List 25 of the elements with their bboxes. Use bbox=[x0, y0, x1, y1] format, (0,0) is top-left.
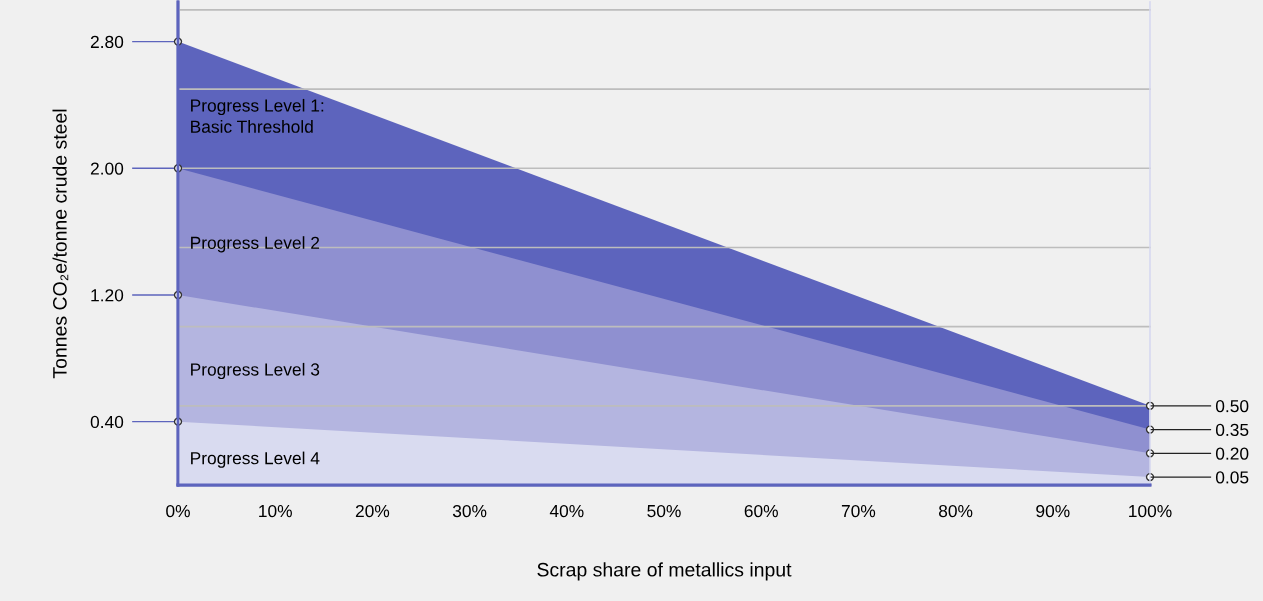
y2-tick-label: 0.35 bbox=[1215, 423, 1249, 437]
y-tick-label: 2.80 bbox=[90, 35, 124, 49]
x-axis-title: Scrap share of metallics input bbox=[537, 562, 792, 581]
y-tick-label: 1.20 bbox=[91, 289, 124, 302]
series-label: Progress Level 2 bbox=[191, 236, 320, 253]
x-tick-label: 50% bbox=[647, 504, 681, 518]
x-tick-label: 40% bbox=[549, 504, 584, 518]
series-label: Progress Level 4 bbox=[191, 451, 320, 468]
x-tick-label: 90% bbox=[1036, 504, 1070, 518]
y2-tick-label: 0.20 bbox=[1215, 447, 1249, 460]
x-tick-label: 60% bbox=[744, 504, 778, 518]
y-tick-label: 0.40 bbox=[90, 415, 124, 429]
x-tick-label: 70% bbox=[841, 504, 876, 518]
x-tick-label: 10% bbox=[259, 504, 292, 518]
x-tick-label: 80% bbox=[938, 504, 973, 518]
y-axis-title: Tonnes CO₂e/tonne crude steel bbox=[52, 109, 69, 379]
y2-tick-label: 0.50 bbox=[1215, 399, 1249, 413]
y2-tick-label: 0.05 bbox=[1215, 471, 1249, 484]
x-tick-label: 0% bbox=[166, 504, 190, 518]
series-label: Progress Level 1: Basic Threshold bbox=[191, 98, 324, 133]
y-tick-label: 2.00 bbox=[90, 162, 124, 175]
x-tick-label: 100% bbox=[1129, 504, 1172, 518]
x-tick-label: 20% bbox=[355, 504, 390, 518]
series-label: Progress Level 3 bbox=[191, 362, 320, 380]
x-tick-label: 30% bbox=[452, 504, 487, 518]
